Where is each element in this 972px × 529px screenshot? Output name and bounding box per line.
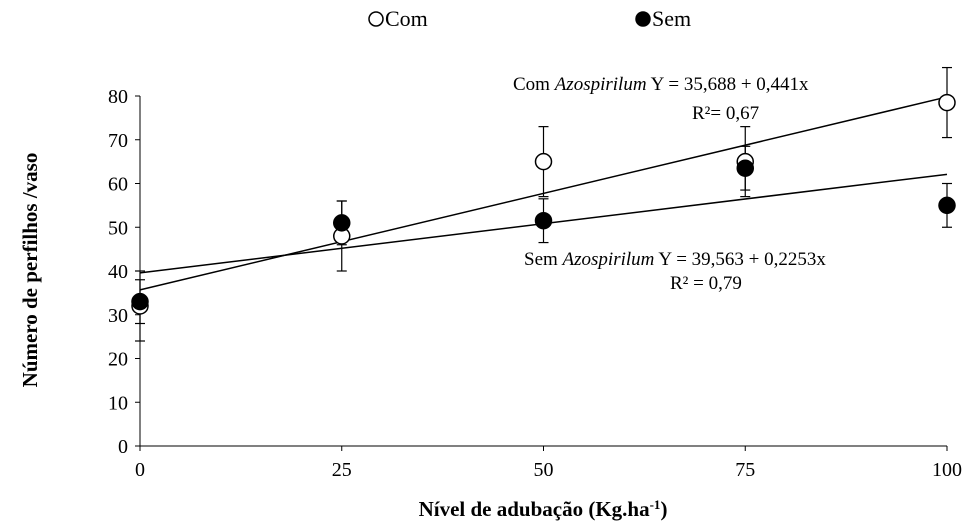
data-point-com (938, 93, 956, 112)
equation-com: Com Azospirilum Y = 35,688 + 0,441x (513, 74, 809, 95)
y-tick-label: 70 (108, 130, 128, 152)
y-tick-label: 60 (108, 174, 128, 196)
x-axis-title-main: Nível de adubação (Kg.ha (419, 497, 651, 521)
equation-sem-prefix: Sem (524, 249, 563, 270)
x-axis-title-close: ) (660, 497, 667, 521)
x-tick-label: 25 (332, 459, 352, 481)
error-bars (135, 66, 952, 342)
equation-sem-italic: Azospirilum (561, 249, 655, 270)
y-tick-label: 80 (108, 86, 128, 108)
equation-com-formula: Y = 35,688 + 0,441x (647, 74, 809, 95)
y-tick-label: 40 (108, 261, 128, 283)
equation-sem-r2: R² = 0,79 (670, 273, 742, 294)
x-tick-label: 100 (932, 459, 962, 481)
y-tick-label: 30 (108, 305, 128, 327)
data-point-sem (938, 196, 956, 215)
x-axis-title: Nível de adubação (Kg.ha-1) (419, 497, 668, 522)
x-tick-label: 50 (534, 459, 554, 481)
data-point-sem (736, 159, 754, 177)
y-tick-label: 0 (118, 436, 128, 458)
data-point-sem (534, 211, 553, 230)
data-point-sem (333, 214, 351, 232)
y-tick-label: 10 (108, 392, 128, 414)
y-axis-ticks: 0 10 20 30 40 50 60 70 80 (108, 86, 140, 458)
x-axis-ticks: 0 25 50 75 100 (135, 446, 962, 481)
equation-com-r2: R²= 0,67 (692, 103, 759, 124)
data-point-com (534, 152, 553, 171)
y-tick-label: 20 (108, 349, 128, 371)
legend-marker-sem (635, 11, 651, 27)
legend: Com Sem (368, 6, 691, 31)
x-axis-title-sup: -1 (650, 497, 661, 512)
legend-label-sem: Sem (652, 6, 691, 31)
legend-label-com: Com (385, 6, 428, 31)
equation-sem: Sem Azospirilum Y = 39,563 + 0,2253x (524, 249, 826, 270)
legend-marker-com (368, 11, 384, 27)
equation-com-prefix: Com (513, 74, 555, 95)
data-points (131, 93, 956, 315)
y-tick-label: 50 (108, 217, 128, 239)
equation-com-italic: Azospirilum (553, 74, 647, 95)
data-point-sem (131, 292, 149, 311)
x-tick-label: 0 (135, 459, 145, 481)
equation-sem-formula: Y = 39,563 + 0,2253x (654, 249, 826, 270)
y-axis-title: Número de perfilhos /vaso (18, 153, 42, 388)
x-tick-label: 75 (735, 459, 755, 481)
